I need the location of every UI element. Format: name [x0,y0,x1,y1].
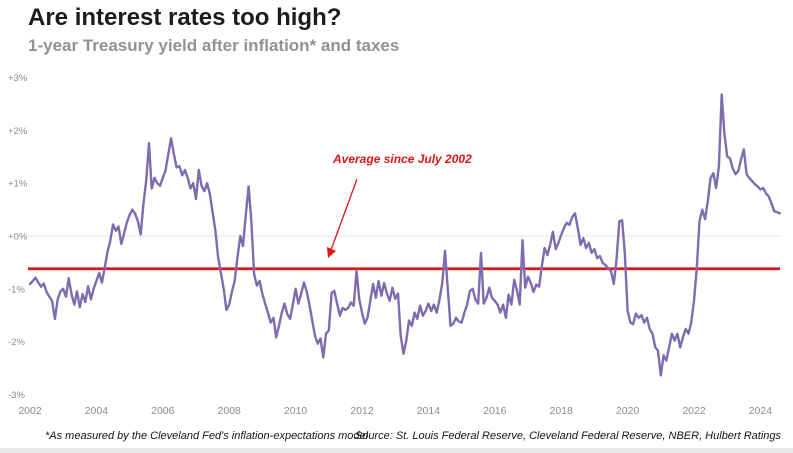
x-axis-tick-label: 2010 [284,405,308,417]
x-axis-tick-label: 2022 [682,405,706,417]
y-axis-tick-label: +1% [8,179,28,190]
x-axis-tick-label: 2020 [616,405,640,417]
x-axis-tick-label: 2006 [151,405,175,417]
x-axis-tick-label: 2016 [483,405,507,417]
x-axis-tick-label: 2002 [18,405,42,417]
y-axis-tick-label: +2% [8,126,28,137]
average-annotation-label: Average since July 2002 [333,152,472,166]
annotation-arrowhead-icon [327,247,336,258]
x-axis-tick-label: 2012 [350,405,374,417]
y-axis-tick-label: -1% [8,284,25,295]
x-axis-tick-label: 2018 [550,405,574,417]
y-axis-tick-label: -3% [8,390,25,401]
bottom-strip [0,448,793,453]
footnote-text: *As measured by the Cleveland Fed's infl… [45,430,369,442]
source-text: Source: St. Louis Federal Reserve, Cleve… [354,430,781,442]
yield-line [28,93,781,377]
y-axis-tick-label: +0% [8,232,28,243]
annotation-arrow [330,178,358,251]
x-axis-tick-label: 2004 [85,405,109,417]
y-axis-tick-label: +3% [8,73,28,84]
x-axis-tick-label: 2024 [749,405,773,417]
x-axis-tick-label: 2008 [218,405,242,417]
x-axis-tick-label: 2014 [417,405,441,417]
page-title: Are interest rates too high? [28,4,342,31]
y-axis-tick-label: -2% [8,337,25,348]
chart-subtitle: 1-year Treasury yield after inflation* a… [28,36,400,55]
